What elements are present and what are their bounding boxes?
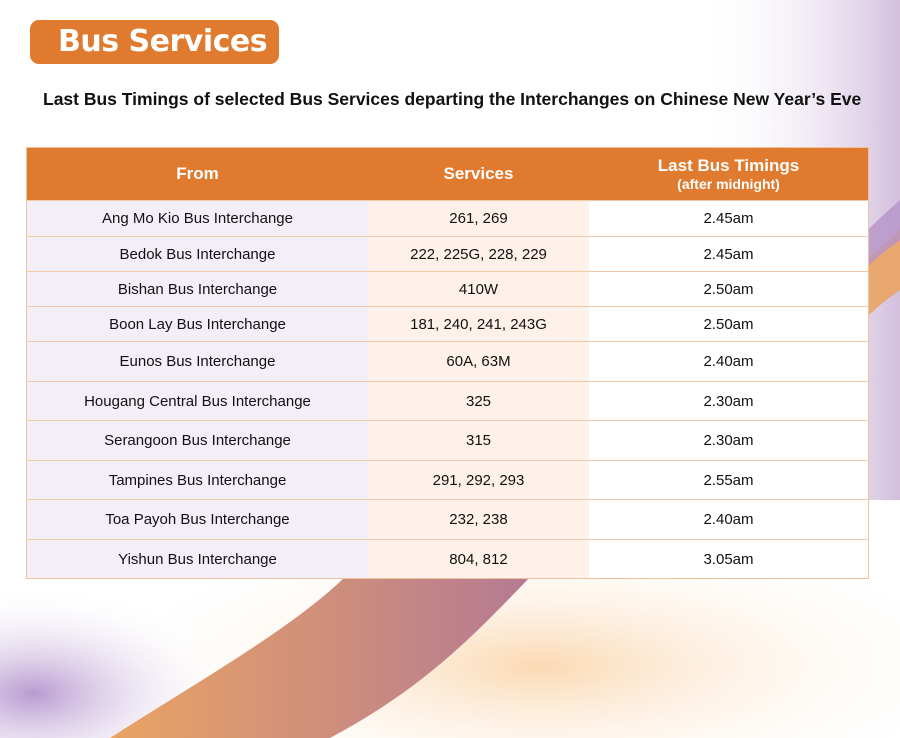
table-row: Bedok Bus Interchange 222, 225G, 228, 229… [26, 236, 869, 272]
cell-services: 410W [368, 271, 589, 307]
cell-time: 2.40am [589, 499, 869, 540]
table-row: Hougang Central Bus Interchange 325 2.30am [26, 381, 869, 421]
last-bus-timings-table: From Services Last Bus Timings (after mid… [26, 147, 869, 579]
cell-services: 291, 292, 293 [368, 460, 589, 500]
header-from: From [26, 147, 368, 201]
header-timings: Last Bus Timings (after midnight) [589, 147, 869, 201]
cell-from: Bishan Bus Interchange [26, 271, 368, 307]
header-services: Services [368, 147, 589, 201]
cell-time: 2.50am [589, 306, 869, 342]
header-timings-label: Last Bus Timings [657, 156, 800, 175]
cell-from: Yishun Bus Interchange [26, 539, 368, 579]
cell-from: Hougang Central Bus Interchange [26, 381, 368, 421]
table-row: Tampines Bus Interchange 291, 292, 293 2.5… [26, 460, 869, 500]
table-row: Yishun Bus Interchange 804, 812 3.05am [26, 539, 869, 579]
cell-time: 2.30am [589, 381, 869, 421]
cell-time: 2.55am [589, 460, 869, 500]
table-row: Boon Lay Bus Interchange 181, 240, 241, 2… [26, 306, 869, 342]
cell-time: 3.05am [589, 539, 869, 579]
header-timings-note: (after midnight) [677, 176, 780, 192]
cell-from: Tampines Bus Interchange [26, 460, 368, 500]
cell-time: 2.45am [589, 200, 869, 237]
cell-from: Boon Lay Bus Interchange [26, 306, 368, 342]
cell-services: 804, 812 [368, 539, 589, 579]
table-row: Toa Payoh Bus Interchange 232, 238 2.40am [26, 499, 869, 540]
cell-from: Ang Mo Kio Bus Interchange [26, 200, 368, 237]
table-row: Ang Mo Kio Bus Interchange 261, 269 2.45am [26, 200, 869, 237]
cell-time: 2.50am [589, 271, 869, 307]
cell-services: 60A, 63M [368, 341, 589, 382]
cell-services: 222, 225G, 228, 229 [368, 236, 589, 272]
cell-services: 315 [368, 420, 589, 461]
table-row: Eunos Bus Interchange 60A, 63M 2.40am [26, 341, 869, 382]
cell-time: 2.40am [589, 341, 869, 382]
cell-from: Eunos Bus Interchange [26, 341, 368, 382]
cell-from: Bedok Bus Interchange [26, 236, 368, 272]
cell-services: 232, 238 [368, 499, 589, 540]
table-header-row: From Services Last Bus Timings (after mid… [26, 147, 869, 201]
table-row: Serangoon Bus Interchange 315 2.30am [26, 420, 869, 461]
table-row: Bishan Bus Interchange 410W 2.50am [26, 271, 869, 307]
page-subtitle: Last Bus Timings of selected Bus Service… [43, 89, 862, 109]
cell-services: 261, 269 [368, 200, 589, 237]
section-banner: Bus Services [30, 20, 279, 64]
cell-services: 325 [368, 381, 589, 421]
cell-time: 2.30am [589, 420, 869, 461]
cell-time: 2.45am [589, 236, 869, 272]
cell-services: 181, 240, 241, 243G [368, 306, 589, 342]
cell-from: Serangoon Bus Interchange [26, 420, 368, 461]
cell-from: Toa Payoh Bus Interchange [26, 499, 368, 540]
